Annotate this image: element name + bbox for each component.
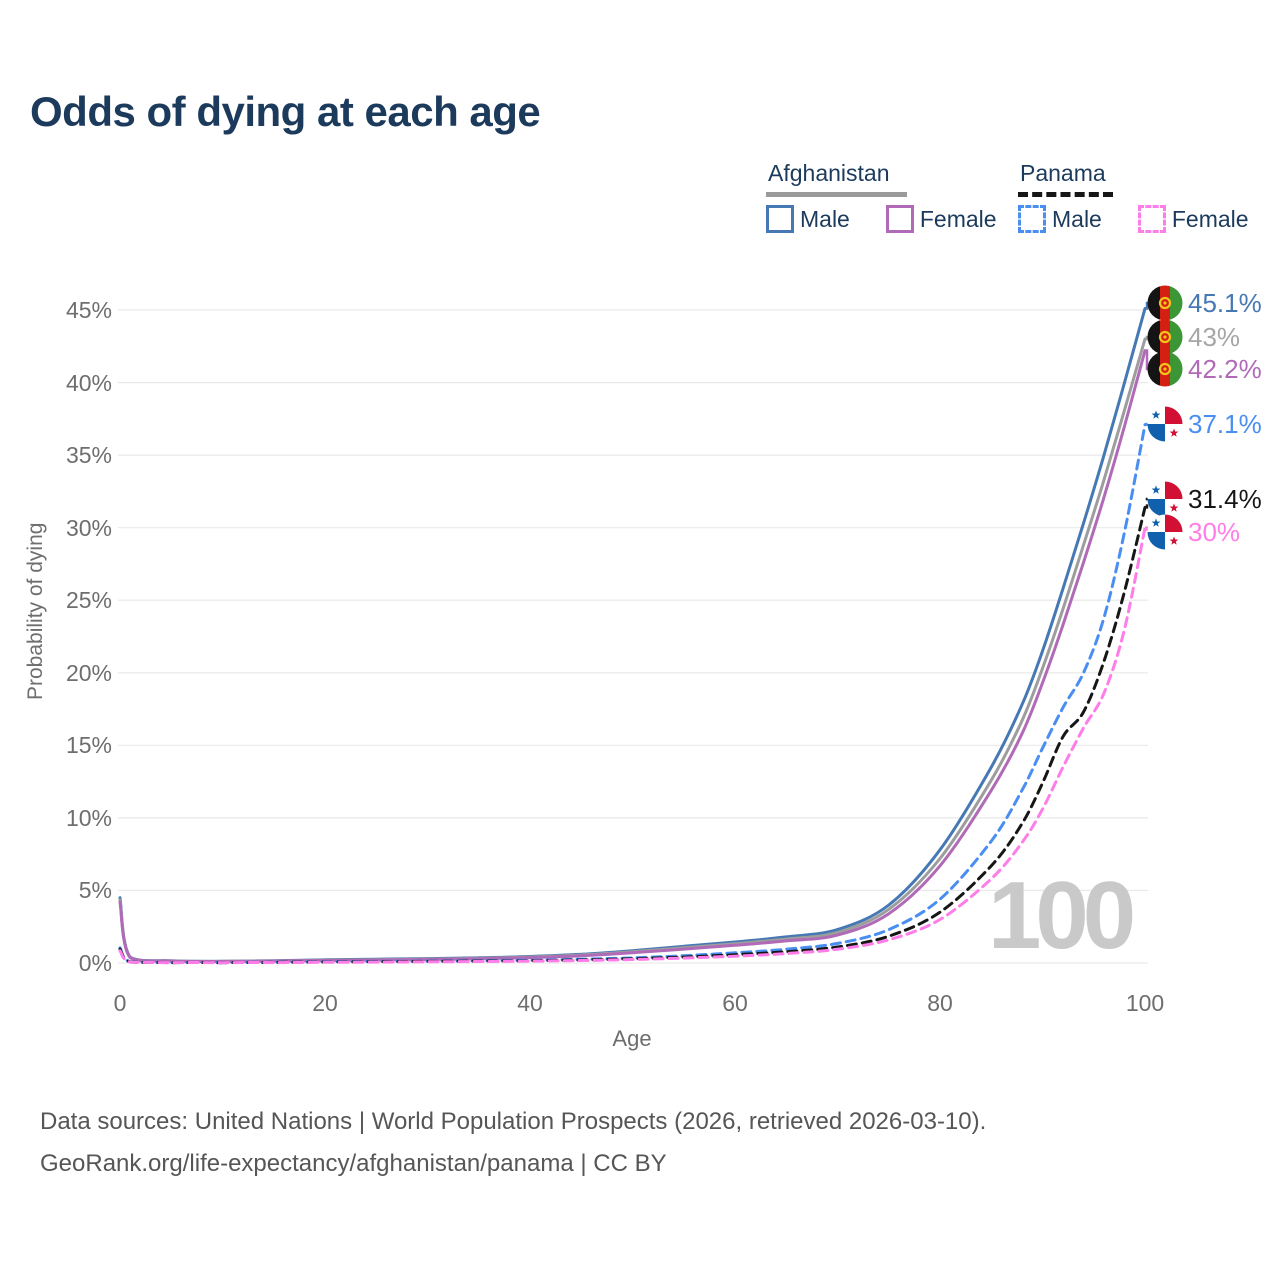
afghanistan-line-style-swatch xyxy=(766,192,907,197)
x-tick-label: 100 xyxy=(1125,990,1165,1016)
afghanistan-female-legend-swatch[interactable] xyxy=(885,205,914,233)
end-label-value: 42.2% xyxy=(1188,353,1262,384)
panama-female-legend-swatch[interactable] xyxy=(1137,205,1166,233)
attribution-link-text[interactable]: GeoRank.org/life-expectancy/afghanistan/… xyxy=(40,1150,667,1177)
end-label-afghanistan-both: 43% xyxy=(1147,319,1240,355)
y-tick-label: 10% xyxy=(65,804,112,831)
panama-line-style-swatch xyxy=(1018,192,1113,197)
afghanistan-male-legend-swatch[interactable] xyxy=(766,205,794,233)
x-tick-label: 60 xyxy=(722,990,748,1016)
afghanistan-male-legend-label[interactable]: Male xyxy=(800,205,850,232)
y-tick-label: 40% xyxy=(65,369,112,396)
y-tick-label: 20% xyxy=(65,659,112,686)
afghanistan-female-legend-label[interactable]: Female xyxy=(919,205,997,232)
y-tick-label: 5% xyxy=(78,877,112,904)
end-label-value: 45.1% xyxy=(1188,287,1262,318)
end-label-value: 43% xyxy=(1188,321,1241,352)
end-label-afghanistan-male: 45.1% xyxy=(1147,285,1262,321)
end-label-value: 30% xyxy=(1188,516,1241,547)
legend-panama-items: Male Female xyxy=(1018,205,1249,233)
panama-flag-icon xyxy=(1147,481,1183,517)
end-label-panama-male: 37.1% xyxy=(1147,406,1262,442)
afghanistan-flag-icon xyxy=(1147,351,1183,387)
afghanistan-flag-icon xyxy=(1147,285,1183,321)
end-label-value: 31.4% xyxy=(1188,483,1262,514)
afghanistan-flag-icon xyxy=(1147,319,1183,355)
y-tick-label: 25% xyxy=(65,587,112,614)
y-tick-label: 45% xyxy=(65,297,112,323)
legend-afghanistan-items: Male Female xyxy=(766,205,997,233)
panama-flag-icon xyxy=(1147,406,1183,442)
panama-male-legend-label[interactable]: Male xyxy=(1052,205,1102,232)
x-tick-label: 80 xyxy=(927,990,953,1016)
page-title: Odds of dying at each age xyxy=(30,88,541,135)
data-sources-text: Data sources: United Nations | World Pop… xyxy=(40,1108,987,1135)
panama-flag-icon xyxy=(1147,514,1183,550)
end-label-value: 37.1% xyxy=(1188,408,1262,439)
end-label-panama-female: 30% xyxy=(1147,514,1240,550)
end-label-panama-both: 31.4% xyxy=(1147,481,1262,517)
end-label-afghanistan-female: 42.2% xyxy=(1147,351,1262,387)
x-tick-label: 20 xyxy=(312,990,338,1016)
y-tick-label: 15% xyxy=(65,732,112,759)
age-counter-watermark: 100 xyxy=(988,862,1136,969)
legend-country-panama[interactable]: Panama xyxy=(1020,160,1106,186)
y-tick-label: 30% xyxy=(65,514,112,541)
panama-female-legend-label[interactable]: Female xyxy=(1171,205,1249,232)
panama-male-legend-swatch[interactable] xyxy=(1018,205,1046,233)
y-tick-label: 35% xyxy=(65,442,112,469)
legend-country-afghanistan[interactable]: Afghanistan xyxy=(768,160,890,186)
x-tick-label: 40 xyxy=(517,990,543,1016)
x-tick-label: 0 xyxy=(113,990,127,1016)
y-tick-label: 0% xyxy=(78,950,112,976)
x-axis-title: Age xyxy=(612,1026,652,1051)
